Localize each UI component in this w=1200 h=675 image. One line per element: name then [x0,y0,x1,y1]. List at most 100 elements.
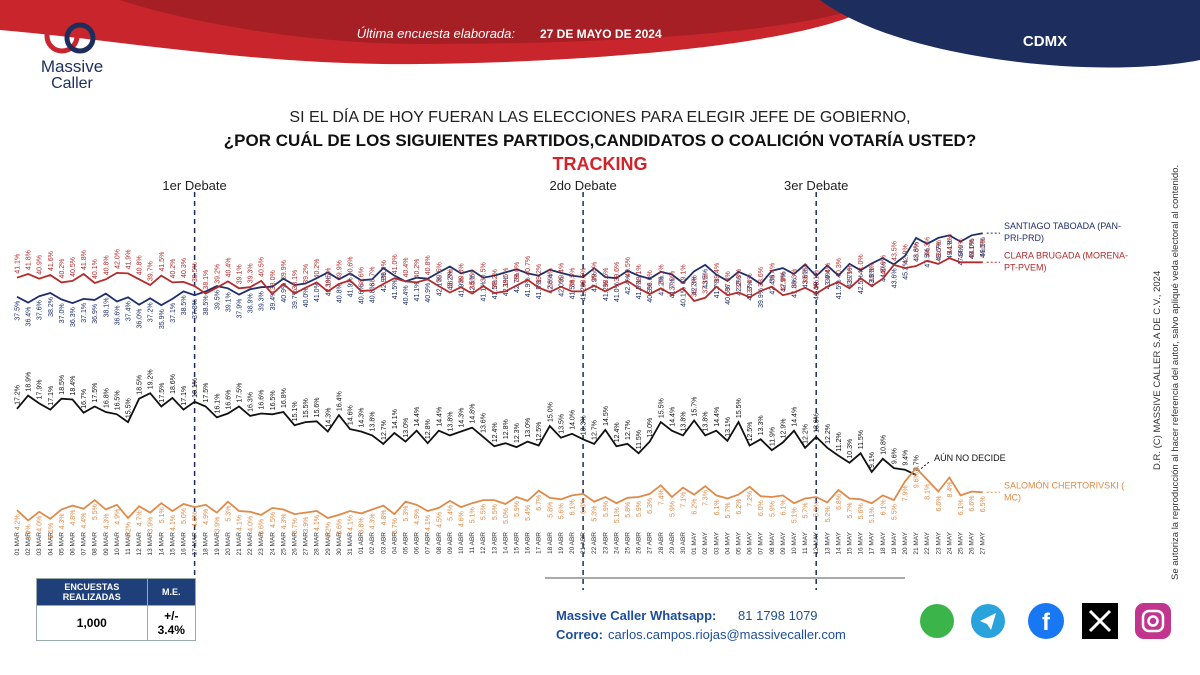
data-label: 40.7% [525,256,532,276]
data-label: 39.2% [303,264,310,284]
data-label: 36.6% [114,306,121,326]
data-label: 5.1% [869,507,876,523]
svg-text:f: f [1042,609,1051,636]
data-label: 6.0% [758,500,765,516]
data-label: 5.9% [814,501,821,517]
data-label: 8.7% [914,455,921,471]
data-label: 14.5% [603,406,610,426]
x-tick-label: 07 MAY [758,531,765,554]
data-label: 38.4% [547,268,554,288]
series: 17.2% 18.9% 17.9% 17.1% 18.5% 18.4% 16.7% 17.5%… [15,369,1006,476]
x-tick-label: 06 ABR [414,532,421,554]
data-label: 40.9% [425,283,432,303]
data-label: 40.2% [314,259,321,279]
data-label: 43.6% [803,268,810,288]
data-label: 38.3% [736,269,743,289]
data-label: 16.8% [103,388,110,408]
x-tick-label: 14 ABR [502,532,509,554]
data-label: 41.1% [481,282,488,302]
data-label: 12.5% [747,422,754,442]
contact: Massive Caller Whatsapp: [556,608,716,623]
data-label: 38.6% [758,267,765,287]
x-tick-label: 01 MAR [14,532,21,556]
data-label: 40.5% [259,257,266,277]
x-tick-label: 27 ABR [647,532,654,554]
x-tick-label: 04 MAR [47,532,54,556]
data-label: 15.6% [314,397,321,417]
data-label: 4.3% [59,513,66,529]
data-label: 42.9% [903,244,910,264]
data-label: 7.9% [903,485,910,501]
data-label: 13.1% [725,417,732,437]
x-tick-label: 24 MAY [946,531,953,554]
data-label: 4.1% [314,515,321,531]
data-label: 18.1% [192,378,199,398]
data-label: 11.9% [769,427,776,446]
x-tick-label: 22 MAY [924,531,931,554]
data-label: 39.1% [681,264,688,284]
x-tick-label: 13 MAR [147,532,154,556]
data-label: 41.0% [392,254,399,274]
data-label: 12.2% [803,424,810,444]
data-label: 40.1% [92,259,99,279]
x-tick-label: 30 ABR [680,532,687,554]
data-label: 10.8% [880,435,887,455]
data-label: 4.3% [103,513,110,529]
data-label: 17.5% [159,383,166,403]
data-label: 37.9% [237,299,244,319]
data-label: 35.9% [159,309,166,329]
data-label: 5.6% [858,503,865,519]
data-label: 37.5% [15,301,22,321]
data-label: 5.2% [825,506,832,522]
data-label: 18.6% [170,374,177,394]
data-label: 49.1% [947,239,954,259]
data-label: 38.5% [570,268,577,288]
x-tick-label: 18 MAR [203,532,210,556]
data-label: 13.0% [525,418,532,438]
data-label: 37.0% [59,303,66,323]
data-label: 14.3% [359,408,366,428]
data-label: 11.2% [836,432,843,451]
data-label: 5.7% [847,503,854,519]
x-tick-label: 08 MAR [92,532,99,556]
data-label: 42.9% [780,272,787,292]
data-label: 38.1% [470,270,477,290]
x-tick-label: 11 MAY [802,531,809,554]
data-label: 39.5% [192,262,199,282]
x-tick-label: 15 ABR [514,532,521,554]
data-label: 12.4% [492,422,499,442]
x-tick-label: 25 MAR [280,532,287,556]
data-label: 14.3% [459,408,466,428]
data-label: 38.1% [103,298,110,318]
x-tick-label: 12 MAR [136,532,143,556]
data-label: 17.5% [203,383,210,403]
data-label: 41.3% [747,281,754,301]
data-label: 39.4% [558,263,565,283]
data-label: 39.6% [592,262,599,282]
data-label: 14.4% [436,407,443,427]
data-label: 16.5% [114,390,121,410]
data-label: 18.5% [59,375,66,395]
question: SI EL DÍA DE HOY FUERAN LAS ELECCIONES P… [289,107,910,126]
data-label: 39.6% [614,262,621,282]
data-label: 5.0% [181,508,188,524]
table-cell: 1,000 [36,605,148,641]
data-label: 38.2% [492,269,499,289]
data-label: 6.5% [980,496,987,512]
data-label: 3.9% [214,517,221,533]
line [16,466,983,522]
data-label: 5.9% [636,501,643,517]
data-label: 16.4% [336,391,343,411]
data-label: 40.6% [359,284,366,304]
data-label: 7.1% [681,492,688,508]
data-label: 41.7% [669,278,676,298]
contact: Correo: [556,627,603,642]
x-tick-label: 12 MAY [813,531,820,554]
data-label: 40.6% [348,256,355,276]
x-tick-label: 26 ABR [636,532,643,554]
data-label: 12.3% [514,423,521,443]
data-label: 6.2% [692,499,699,515]
x-tick-label: 17 MAY [869,531,876,554]
social-icons: f [920,603,1171,639]
data-label: 4.9% [114,509,121,525]
